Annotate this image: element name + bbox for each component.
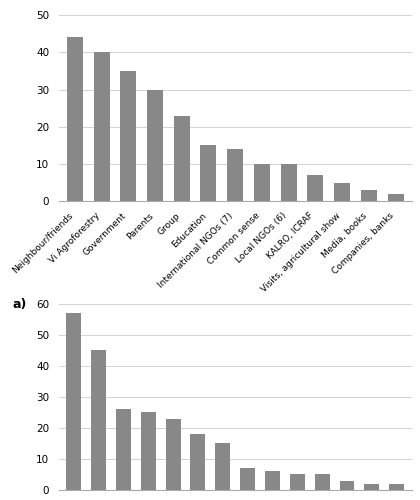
Bar [147, 90, 163, 202]
Bar [116, 410, 131, 490]
Bar [240, 468, 255, 490]
Text: a): a) [13, 298, 27, 311]
Bar [215, 444, 230, 490]
Bar [120, 71, 136, 202]
Bar [365, 484, 379, 490]
Bar [91, 350, 106, 490]
Bar [165, 418, 181, 490]
Bar [339, 480, 354, 490]
Bar [254, 164, 270, 202]
Bar [265, 472, 280, 490]
Bar [200, 146, 216, 202]
Bar [388, 194, 404, 202]
Bar [334, 182, 350, 202]
Bar [191, 434, 205, 490]
Bar [290, 474, 305, 490]
Bar [307, 175, 323, 202]
Bar [389, 484, 404, 490]
Bar [227, 149, 243, 202]
Bar [67, 38, 83, 202]
Bar [66, 313, 81, 490]
Bar [281, 164, 297, 202]
Bar [94, 52, 110, 202]
Bar [315, 474, 330, 490]
Bar [361, 190, 377, 202]
Bar [141, 412, 156, 490]
Bar [174, 116, 190, 202]
